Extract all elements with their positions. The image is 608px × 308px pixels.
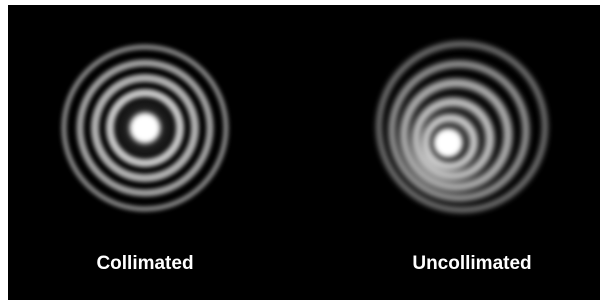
panel-label: Uncollimated [412, 253, 531, 274]
panel-label: Collimated [96, 253, 193, 274]
page: {"panels": [{"label": "Collimated"}, {"l… [0, 0, 608, 308]
figure: Collimated Uncollimated [0, 0, 608, 308]
collimated-pattern [64, 47, 226, 209]
